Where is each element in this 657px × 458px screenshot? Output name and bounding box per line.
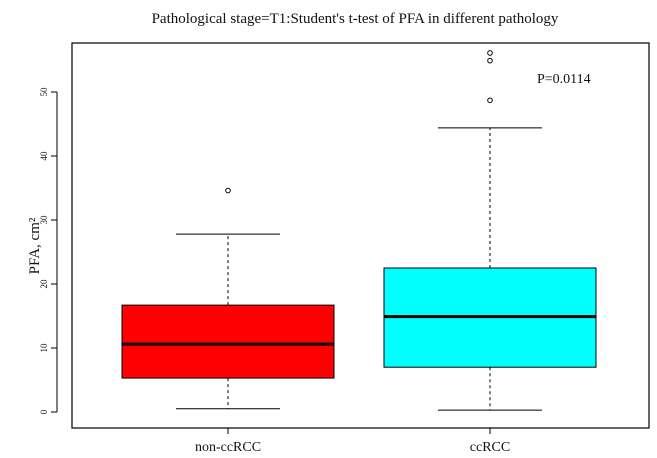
outlier-point-2 — [487, 50, 493, 56]
y-tick-label-3: 30 — [39, 215, 49, 225]
box-ccRCC — [383, 50, 597, 411]
boxes — [121, 50, 597, 411]
y-axis: 0 10 20 30 40 50 — [39, 87, 58, 414]
box-non-ccRCC — [121, 187, 335, 410]
y-tick-label-0: 0 — [39, 409, 49, 414]
y-tick-label-5: 50 — [39, 87, 49, 97]
iqr-box — [121, 304, 335, 379]
y-axis-label: PFA, cm² — [27, 217, 43, 274]
p-value-annotation: P=0.0114 — [537, 72, 591, 87]
x-tick-label-1: ccRCC — [470, 440, 510, 455]
chart-title: Pathological stage=T1:Student's t-test o… — [152, 11, 559, 27]
y-tick-label-2: 20 — [39, 279, 49, 289]
y-tick-label-4: 40 — [39, 151, 49, 161]
outlier-point-0 — [225, 187, 231, 194]
x-tick-label-0: non-ccRCC — [195, 440, 261, 455]
outlier-point-1 — [487, 57, 493, 64]
outlier-point-0 — [487, 97, 493, 104]
x-axis: non-ccRCC ccRCC — [195, 427, 510, 455]
y-tick-label-1: 10 — [39, 343, 49, 353]
